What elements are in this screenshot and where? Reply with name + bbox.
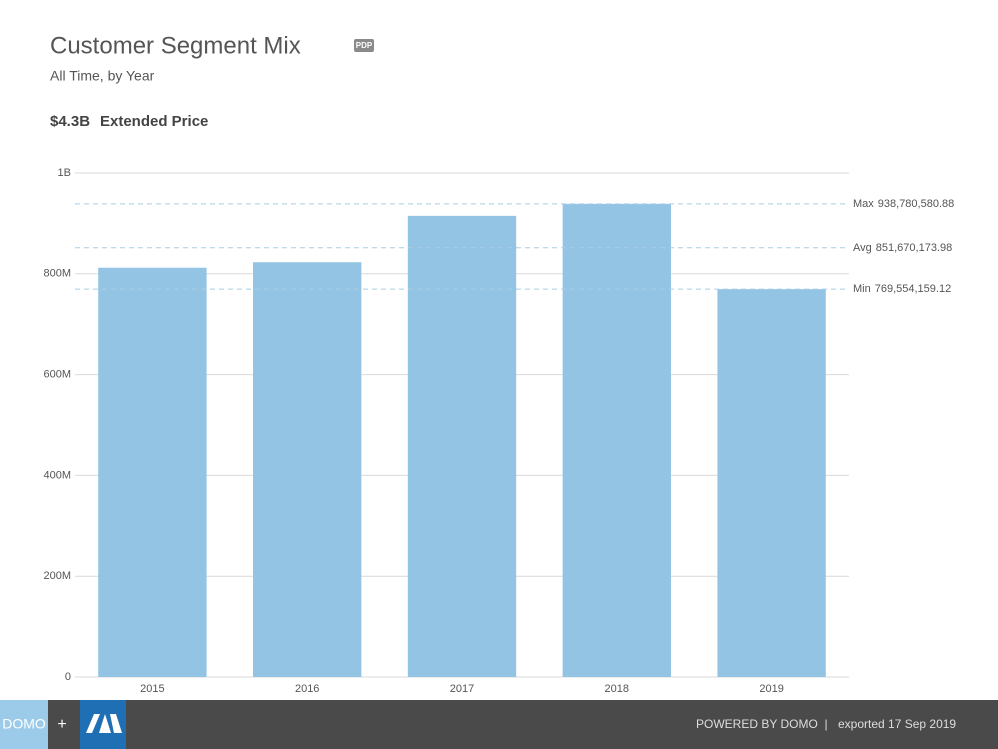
y-tick-label: 800M [43,268,71,280]
reference-value: 769,554,159.12 [875,283,951,295]
reference-name: Max [853,198,874,210]
y-tick-label: 1B [58,167,71,179]
y-tick-label: 200M [43,570,71,582]
export-date: exported 17 Sep 2019 [838,717,956,731]
reference-value: 851,670,173.98 [876,242,952,254]
domo-logo-box [0,700,48,749]
pdp-badge[interactable] [354,39,374,52]
bar [253,262,362,677]
domo-logo: DOMO [2,716,46,732]
bar [717,289,826,677]
bar [562,203,671,677]
pdp-badge-text: PDP [356,41,373,50]
bar [407,215,517,677]
bar [98,267,207,677]
subtitle: All Time, by Year [50,68,155,84]
separator: | [824,717,827,731]
summary-label: Extended Price [100,113,208,130]
footer-bar [0,700,998,749]
x-tick-label: 2017 [450,683,474,695]
reference-name: Avg [853,242,872,254]
reference-label: Avg 851,670,173.98 [853,242,952,254]
summary-value: $4.3B [50,113,90,130]
title: Customer Segment Mix [50,32,301,59]
powered-by: POWERED BY DOMO [696,717,818,731]
reference-value: 938,780,580.88 [878,198,954,210]
x-tick-label: 2015 [140,683,164,695]
reference-name: Min [853,283,871,295]
x-tick-label: 2019 [759,683,783,695]
reference-label: Max 938,780,580.88 [853,198,954,210]
plus: + [57,716,66,733]
partner-logo-icon [86,714,122,733]
y-tick-label: 400M [43,469,71,481]
x-tick-label: 2016 [295,683,319,695]
y-tick-label: 0 [65,671,71,683]
reference-label: Min 769,554,159.12 [853,283,951,295]
y-tick-label: 600M [43,369,71,381]
x-tick-label: 2018 [605,683,629,695]
